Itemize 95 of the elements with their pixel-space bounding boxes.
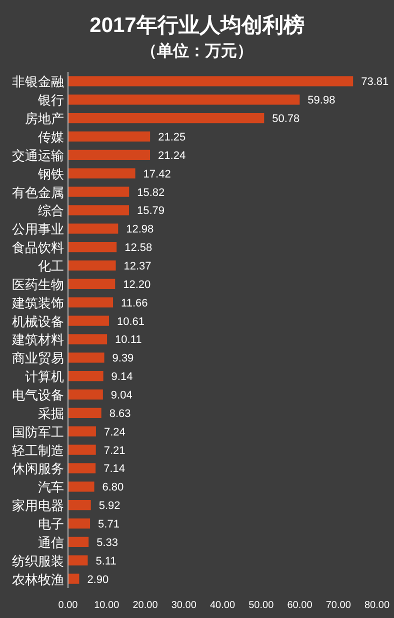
data-label: 73.81: [361, 76, 389, 88]
data-label: 59.98: [308, 94, 336, 107]
data-label: 11.66: [121, 297, 148, 310]
bar: [68, 278, 116, 289]
data-label: 7.21: [104, 444, 126, 457]
y-tick-label: 医药生物: [12, 276, 64, 292]
bar: [68, 555, 88, 566]
data-label: 7.14: [104, 463, 125, 476]
bar: [68, 334, 108, 344]
y-tick-label: 综合: [38, 203, 64, 218]
x-tick-label: 50.00: [248, 600, 274, 611]
bar: [68, 482, 94, 492]
bar: [68, 168, 136, 178]
data-label: 2.90: [87, 574, 109, 586]
data-label: 50.78: [272, 113, 300, 126]
x-tick-label: 60.00: [287, 600, 313, 611]
data-label: 7.24: [104, 426, 126, 438]
data-label: 10.11: [115, 334, 142, 346]
chart-title: 2017年行业人均创利榜: [90, 13, 304, 37]
y-tick-label: 国防军工: [12, 424, 64, 440]
data-label: 8.63: [109, 408, 131, 420]
data-label: 17.42: [143, 168, 171, 180]
data-label: 15.82: [137, 186, 165, 199]
bar: [68, 242, 117, 252]
y-tick-label: 钢铁: [37, 166, 64, 182]
bar: [68, 94, 300, 105]
y-tick-label: 汽车: [38, 480, 64, 495]
y-tick-label: 计算机: [25, 369, 64, 384]
bar: [68, 260, 116, 271]
bar: [68, 76, 354, 86]
y-tick-label: 轻工制造: [12, 442, 64, 458]
bar: [68, 131, 150, 142]
data-label: 10.61: [116, 316, 145, 328]
bar: [68, 205, 129, 216]
data-label: 9.14: [111, 371, 133, 384]
bar: [68, 297, 114, 308]
bar: [68, 150, 150, 160]
bar: [68, 352, 104, 363]
data-label: 12.98: [126, 224, 154, 236]
y-tick-label: 公用事业: [12, 222, 64, 237]
bar: [68, 389, 103, 400]
x-tick-label: 70.00: [326, 600, 352, 611]
y-tick-label: 农林牧渔: [12, 572, 64, 587]
y-tick-label: 电气设备: [12, 388, 64, 402]
data-label: 12.58: [124, 242, 152, 254]
y-tick-label: 交通运输: [12, 148, 64, 163]
bar: [68, 444, 96, 455]
x-tick-label: 40.00: [210, 600, 236, 611]
y-tick-label: 休闲服务: [12, 461, 64, 476]
x-tick-label: 0.00: [58, 600, 78, 611]
y-tick-label: 商业贸易: [12, 350, 64, 366]
bar: [68, 113, 264, 124]
bar: [68, 463, 96, 474]
data-label: 6.80: [102, 482, 124, 494]
y-tick-label: 有色金属: [12, 184, 64, 200]
data-label: 9.39: [112, 352, 134, 365]
bar: [68, 426, 96, 436]
data-label: 21.24: [158, 150, 186, 162]
data-label: 5.33: [96, 536, 118, 549]
data-label: 5.71: [98, 518, 120, 530]
chart-subtitle: （单位：万元）: [141, 42, 253, 60]
bar: [68, 371, 104, 382]
y-tick-label: 机械设备: [12, 314, 64, 329]
y-tick-label: 采掘: [38, 406, 64, 421]
bar: [68, 500, 91, 510]
y-tick-label: 建筑材料: [11, 332, 64, 348]
bar: [68, 536, 89, 547]
data-label: 21.25: [158, 132, 186, 144]
data-label: 5.92: [98, 500, 120, 512]
x-tick-label: 80.00: [364, 600, 390, 611]
bar: [68, 408, 102, 418]
y-tick-label: 建筑装饰: [11, 295, 64, 310]
data-label: 12.37: [124, 260, 152, 272]
data-label: 5.11: [96, 555, 116, 568]
y-tick-label: 电子: [38, 516, 64, 532]
data-label: 9.04: [110, 390, 132, 402]
y-tick-label: 非银金融: [12, 74, 64, 90]
x-tick-label: 10.00: [94, 600, 120, 611]
y-tick-label: 传媒: [38, 130, 64, 144]
y-tick-label: 房地产: [25, 111, 64, 126]
bar: [68, 224, 118, 234]
y-tick-label: 化工: [38, 258, 64, 274]
y-tick-label: 纺织服装: [12, 553, 64, 568]
bar: [68, 186, 130, 197]
bar: [68, 574, 80, 584]
bar: [68, 316, 109, 326]
x-tick-label: 30.00: [171, 600, 197, 611]
y-tick-label: 通信: [38, 534, 64, 550]
y-tick-label: 食品饮料: [12, 240, 64, 256]
data-label: 12.20: [123, 278, 151, 291]
y-tick-label: 银行: [37, 92, 64, 108]
y-tick-label: 家用电器: [12, 498, 64, 514]
bar: [68, 518, 90, 529]
x-tick-label: 20.00: [132, 600, 158, 611]
data-label: 15.79: [136, 205, 165, 218]
